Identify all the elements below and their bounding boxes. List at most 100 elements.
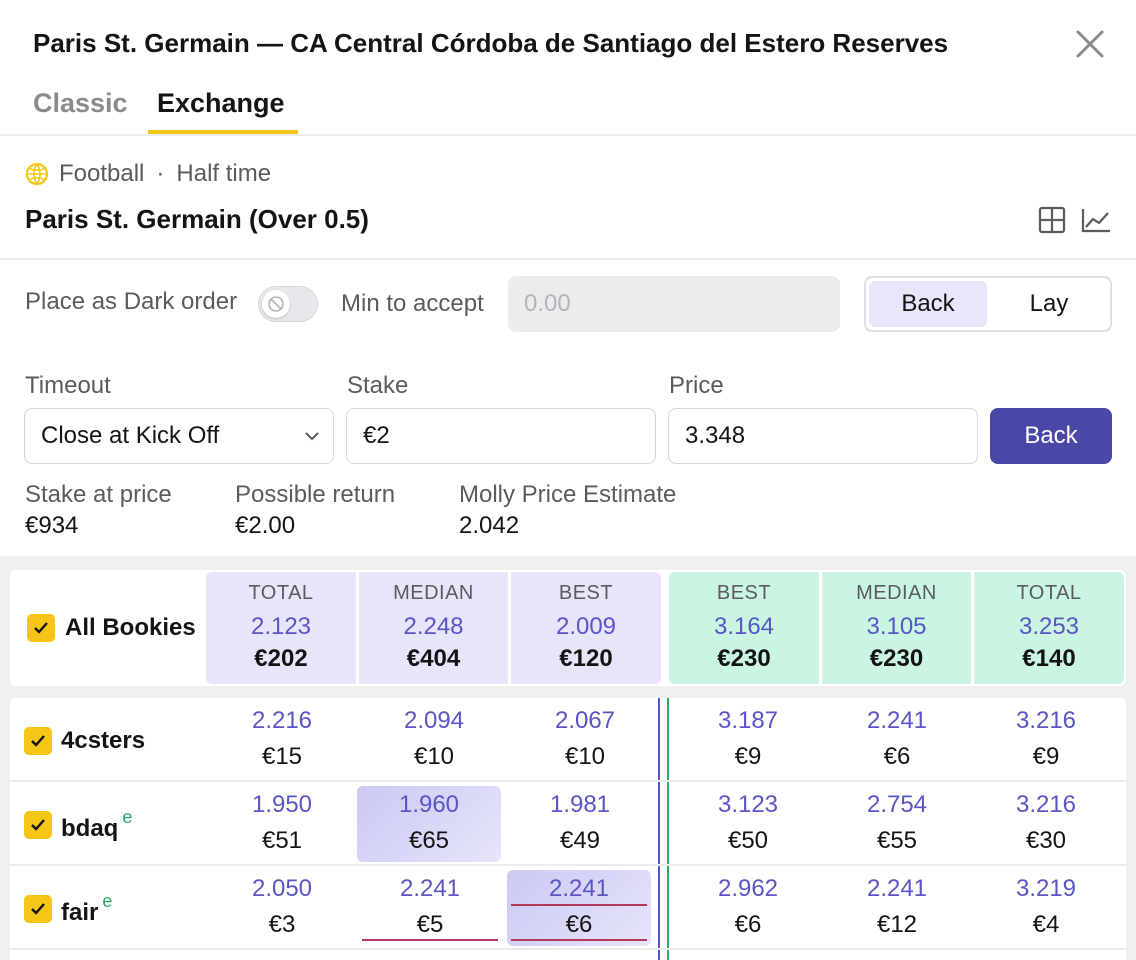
close-icon[interactable] — [1072, 26, 1108, 62]
cell-stake: €30 — [1025, 827, 1067, 854]
cell-stake: €15 — [261, 743, 303, 770]
cell-price: 2.962 — [717, 875, 779, 902]
summary-price: 2.009 — [555, 613, 617, 640]
cell-price: 3.216 — [1015, 707, 1077, 734]
stake-input[interactable] — [346, 408, 656, 464]
period-label: Half time — [176, 160, 272, 187]
football-icon — [25, 162, 49, 186]
odds-cell[interactable]: 3.219 €4 — [974, 875, 1118, 939]
tab-exchange[interactable]: Exchange — [157, 88, 285, 118]
summary-stake: €404 — [406, 645, 461, 672]
dark-order-toggle[interactable] — [258, 286, 318, 322]
odds-cell[interactable]: 3.123 €50 — [676, 791, 820, 855]
cell-stake: €10 — [564, 743, 606, 770]
cell-underline — [511, 939, 647, 941]
line-chart-icon[interactable] — [1080, 206, 1112, 234]
summary-lay-median[interactable]: MEDIAN 3.105 €230 — [822, 572, 971, 684]
cell-underline — [511, 904, 647, 906]
back-lay-toggle: Back Lay — [864, 276, 1112, 332]
summary-stake: €120 — [559, 645, 613, 672]
cell-price: 2.094 — [403, 707, 465, 734]
min-accept-input[interactable] — [508, 276, 840, 332]
summary-stake: €230 — [717, 645, 771, 672]
cell-price: 1.981 — [549, 791, 611, 818]
odds-cell[interactable]: 3.216 €30 — [974, 791, 1118, 855]
summary-lay-best[interactable]: BEST 3.164 €230 — [669, 572, 819, 684]
cell-price: 2.241 — [866, 707, 928, 734]
submit-back-button[interactable]: Back — [990, 408, 1112, 464]
odds-cell[interactable]: 2.754 €55 — [825, 791, 969, 855]
possible-return-label: Possible return — [235, 481, 396, 508]
summary-stake: €140 — [1022, 645, 1076, 672]
stake-label: Stake — [347, 372, 409, 399]
cell-stake: €49 — [559, 827, 601, 854]
cell-stake: €6 — [565, 911, 593, 938]
column-header: MEDIAN — [393, 582, 474, 604]
summary-price: 3.253 — [1018, 613, 1080, 640]
odds-cell[interactable]: 2.962 €6 — [676, 875, 820, 939]
summary-back-median[interactable]: MEDIAN 2.248 €404 — [359, 572, 508, 684]
all-bookies-label: All Bookies — [65, 614, 196, 641]
bookie-name: 4csters — [61, 727, 146, 754]
cell-price: 2.241 — [548, 875, 610, 902]
odds-cell[interactable]: 2.241 €12 — [825, 875, 969, 939]
cell-price: 1.960 — [398, 791, 460, 818]
summary-price: 3.105 — [866, 613, 927, 640]
summary-stake: €230 — [869, 645, 924, 672]
section-divider — [0, 258, 1136, 260]
side-back-button[interactable]: Back — [869, 281, 987, 327]
all-bookies-checkbox[interactable] — [27, 614, 55, 642]
cell-price: 3.219 — [1015, 875, 1077, 902]
cell-stake: €10 — [413, 743, 455, 770]
stake-at-price-value: €934 — [25, 512, 79, 539]
bookie-checkbox[interactable] — [24, 895, 52, 923]
summary-price: 2.248 — [403, 613, 464, 640]
cell-stake: €6 — [734, 911, 762, 938]
odds-cell[interactable]: 3.187 €9 — [676, 707, 820, 771]
cell-stake: €50 — [727, 827, 769, 854]
toggle-knob — [262, 290, 290, 318]
tab-bar: Classic Exchange — [0, 78, 1136, 136]
odds-cell[interactable]: 2.050 €3 — [210, 875, 354, 939]
summary-back-total[interactable]: TOTAL 2.123 €202 — [206, 572, 356, 684]
odds-cell[interactable]: 2.094 €10 — [362, 707, 506, 771]
summary-back-best[interactable]: BEST 2.009 €120 — [511, 572, 661, 684]
price-input[interactable] — [668, 408, 978, 464]
side-lay-button[interactable]: Lay — [1029, 290, 1069, 317]
odds-cell-highlighted[interactable]: 2.241 €6 — [507, 870, 651, 946]
checkmark-icon — [34, 622, 48, 634]
timeout-select[interactable]: Close at Kick Off — [24, 408, 334, 464]
exchange-badge: e — [102, 891, 113, 911]
cell-stake: €4 — [1032, 911, 1060, 938]
odds-cell[interactable]: 2.241 €6 — [825, 707, 969, 771]
odds-cell[interactable]: 2.067 €10 — [513, 707, 657, 771]
odds-cell[interactable]: 1.981 €49 — [508, 791, 652, 855]
odds-cell-highlighted[interactable]: 1.960 €65 — [357, 786, 501, 862]
bookie-checkbox[interactable] — [24, 811, 52, 839]
odds-cell[interactable]: 1.950 €51 — [210, 791, 354, 855]
cell-stake: €9 — [734, 743, 762, 770]
back-column-divider — [658, 698, 660, 960]
grid-icon[interactable] — [1038, 206, 1066, 234]
cell-price: 3.187 — [717, 707, 779, 734]
dark-order-label: Place as Dark order — [25, 288, 238, 315]
column-header: BEST — [558, 582, 614, 604]
min-accept-label: Min to accept — [341, 290, 484, 317]
summary-lay-total[interactable]: TOTAL 3.253 €140 — [974, 572, 1124, 684]
column-header: TOTAL — [248, 582, 314, 604]
bookie-checkbox[interactable] — [24, 727, 52, 755]
odds-cell[interactable]: 2.241 €5 — [358, 875, 502, 939]
tab-classic[interactable]: Classic — [33, 88, 128, 118]
odds-cell[interactable]: 3.216 €9 — [974, 707, 1118, 771]
cell-stake: €55 — [876, 827, 918, 854]
lay-column-divider — [667, 698, 669, 960]
checkmark-icon — [31, 735, 45, 747]
cell-stake: €6 — [883, 743, 911, 770]
column-header: BEST — [716, 582, 772, 604]
cell-price: 2.067 — [554, 707, 616, 734]
cell-stake: €65 — [408, 827, 450, 854]
row-divider — [10, 948, 1126, 950]
molly-estimate-value: 2.042 — [459, 512, 520, 539]
cell-price: 2.216 — [251, 707, 313, 734]
odds-cell[interactable]: 2.216 €15 — [210, 707, 354, 771]
